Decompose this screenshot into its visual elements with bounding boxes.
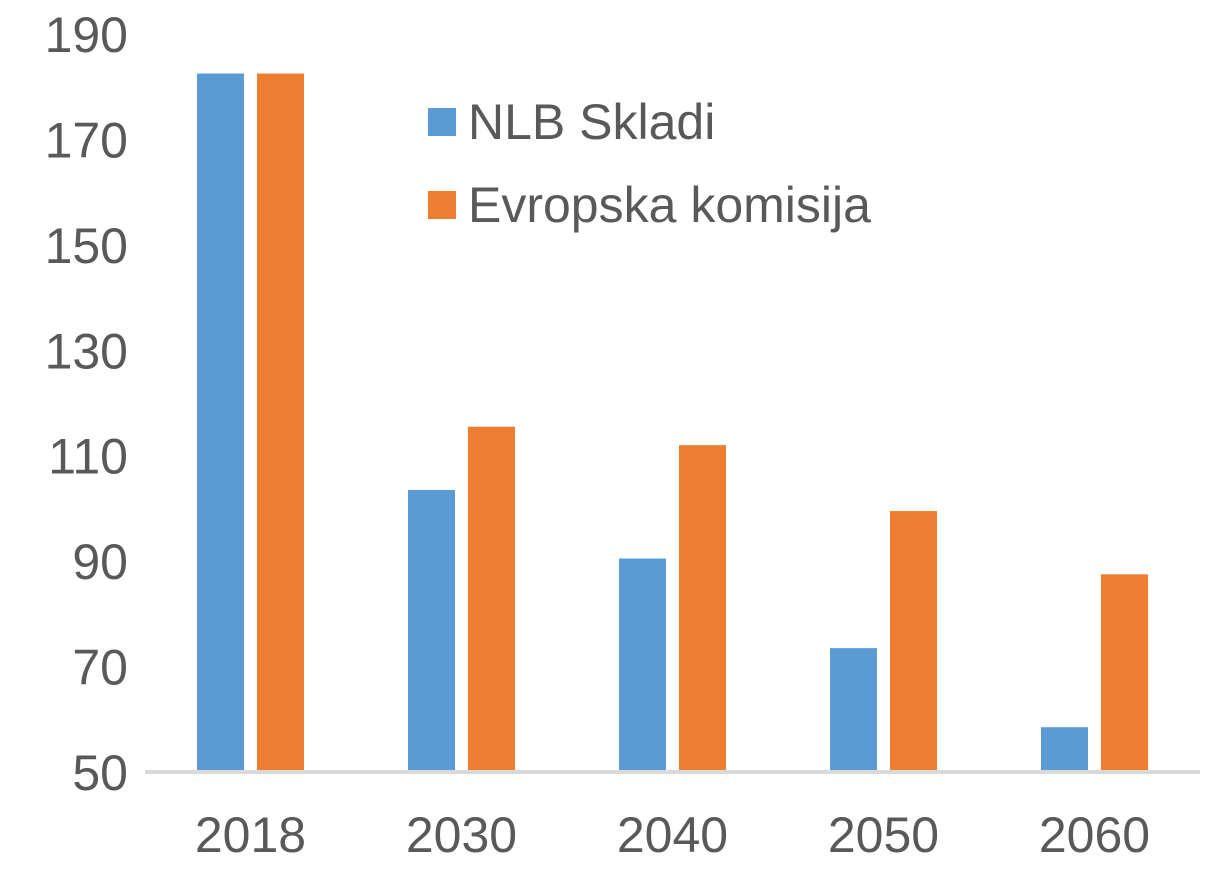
y-tick-label: 50 (72, 745, 128, 801)
y-tick-label: 110 (48, 429, 128, 485)
x-tick-label: 2018 (195, 807, 306, 863)
x-tick-label: 2030 (406, 807, 517, 863)
bars (197, 73, 1148, 773)
y-tick-label: 70 (72, 640, 128, 696)
x-tick-label: 2040 (617, 807, 728, 863)
bar-nlb-skladi-2030 (408, 489, 455, 772)
y-tick-label: 170 (45, 112, 128, 168)
y-axis: 50 70 90 110 130 150 170 190 (45, 7, 128, 801)
legend-label: NLB Skladi (468, 94, 715, 150)
bar-nlb-skladi-2060 (1041, 727, 1088, 772)
y-tick-label: 130 (45, 323, 128, 379)
x-axis: 2018 2030 2040 2050 2060 (195, 807, 1150, 863)
bar-nlb-skladi-2018 (197, 73, 244, 773)
legend: NLB Skladi Evropska komisija (428, 94, 871, 233)
bar-evropska-komisija-2040 (679, 445, 726, 772)
x-tick-label: 2060 (1039, 807, 1150, 863)
bar-evropska-komisija-2018 (257, 73, 304, 773)
x-tick-label: 2050 (828, 807, 939, 863)
bar-evropska-komisija-2050 (890, 511, 937, 772)
bar-evropska-komisija-2060 (1101, 574, 1148, 772)
y-tick-label: 190 (45, 7, 128, 63)
y-tick-label: 150 (45, 218, 128, 274)
legend-swatch-nlb-skladi (428, 108, 456, 136)
bar-nlb-skladi-2040 (619, 558, 666, 772)
bar-nlb-skladi-2050 (830, 648, 877, 772)
y-tick-label: 90 (72, 534, 128, 590)
legend-swatch-evropska-komisija (428, 191, 456, 219)
bar-evropska-komisija-2030 (468, 426, 515, 772)
legend-label: Evropska komisija (468, 177, 871, 233)
